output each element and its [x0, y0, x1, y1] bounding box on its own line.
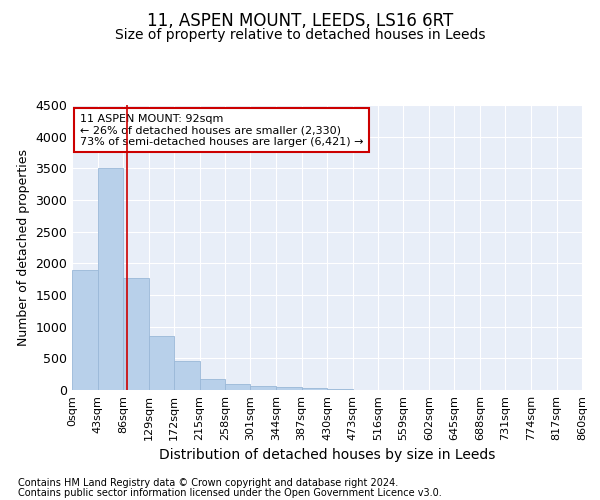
Bar [327, 389, 353, 390]
X-axis label: Distribution of detached houses by size in Leeds: Distribution of detached houses by size … [159, 448, 495, 462]
Bar [276, 387, 302, 390]
Text: Contains HM Land Registry data © Crown copyright and database right 2024.: Contains HM Land Registry data © Crown c… [18, 478, 398, 488]
Text: 11, ASPEN MOUNT, LEEDS, LS16 6RT: 11, ASPEN MOUNT, LEEDS, LS16 6RT [147, 12, 453, 30]
Y-axis label: Number of detached properties: Number of detached properties [17, 149, 30, 346]
Bar [251, 386, 276, 390]
Bar [72, 270, 97, 390]
Bar [123, 278, 149, 390]
Bar [174, 361, 199, 390]
Text: Size of property relative to detached houses in Leeds: Size of property relative to detached ho… [115, 28, 485, 42]
Bar [97, 168, 123, 390]
Bar [199, 379, 225, 390]
Text: 11 ASPEN MOUNT: 92sqm
← 26% of detached houses are smaller (2,330)
73% of semi-d: 11 ASPEN MOUNT: 92sqm ← 26% of detached … [80, 114, 363, 147]
Text: Contains public sector information licensed under the Open Government Licence v3: Contains public sector information licen… [18, 488, 442, 498]
Bar [149, 336, 174, 390]
Bar [225, 384, 251, 390]
Bar [302, 388, 327, 390]
